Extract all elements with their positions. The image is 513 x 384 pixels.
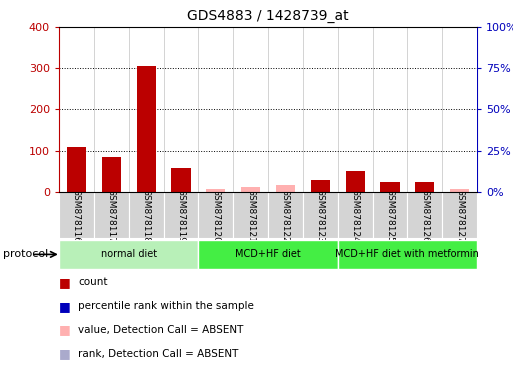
Text: GSM878118: GSM878118 [142, 187, 151, 243]
Point [212, 102, 220, 108]
Point [72, 59, 81, 65]
Bar [311, 180, 330, 192]
Bar [372, 192, 407, 238]
Bar [59, 192, 94, 238]
Text: MCD+HF diet with metformin: MCD+HF diet with metformin [336, 249, 479, 260]
Point [421, 99, 429, 105]
Bar [381, 182, 400, 192]
Text: protocol: protocol [3, 249, 48, 260]
Bar [276, 185, 295, 192]
Text: percentile rank within the sample: percentile rank within the sample [78, 301, 254, 311]
Text: GSM878116: GSM878116 [72, 187, 81, 243]
Text: GSM878121: GSM878121 [246, 188, 255, 242]
Text: ■: ■ [59, 276, 71, 289]
Bar [171, 169, 190, 192]
Bar [303, 192, 338, 238]
Bar [59, 240, 199, 269]
Bar [415, 182, 435, 192]
Text: GSM878124: GSM878124 [351, 188, 360, 242]
Point [177, 73, 185, 79]
Text: rank, Detection Call = ABSENT: rank, Detection Call = ABSENT [78, 349, 239, 359]
Bar [164, 192, 199, 238]
Text: count: count [78, 277, 108, 287]
Text: GSM878123: GSM878123 [316, 188, 325, 242]
Bar [442, 192, 477, 238]
Text: GSM878122: GSM878122 [281, 188, 290, 242]
Point [247, 111, 255, 118]
Bar [346, 171, 365, 192]
Bar [233, 192, 268, 238]
Bar [136, 66, 155, 192]
Text: ■: ■ [59, 347, 71, 360]
Title: GDS4883 / 1428739_at: GDS4883 / 1428739_at [187, 9, 349, 23]
Bar [94, 192, 129, 238]
Point [351, 79, 359, 86]
Bar [268, 192, 303, 238]
Text: GSM878127: GSM878127 [455, 188, 464, 242]
Point [142, 42, 150, 48]
Text: GSM878126: GSM878126 [420, 188, 429, 242]
Point [281, 101, 289, 107]
Bar [129, 192, 164, 238]
Text: ■: ■ [59, 323, 71, 336]
Text: value, Detection Call = ABSENT: value, Detection Call = ABSENT [78, 325, 244, 335]
Text: GSM878119: GSM878119 [176, 187, 185, 243]
Text: GSM878117: GSM878117 [107, 187, 116, 243]
Bar [67, 147, 86, 192]
Bar [407, 192, 442, 238]
Bar [199, 240, 338, 269]
Point [456, 116, 464, 122]
Bar [102, 157, 121, 192]
Text: GSM878120: GSM878120 [211, 188, 220, 242]
Point [386, 95, 394, 101]
Point [107, 64, 115, 70]
Bar [450, 189, 469, 192]
Text: ■: ■ [59, 300, 71, 313]
Bar [199, 192, 233, 238]
Text: normal diet: normal diet [101, 249, 157, 260]
Bar [338, 240, 477, 269]
Bar [241, 187, 260, 192]
Point [316, 90, 324, 96]
Bar [206, 189, 225, 192]
Text: GSM878125: GSM878125 [385, 188, 394, 242]
Bar [338, 192, 372, 238]
Text: MCD+HF diet: MCD+HF diet [235, 249, 301, 260]
